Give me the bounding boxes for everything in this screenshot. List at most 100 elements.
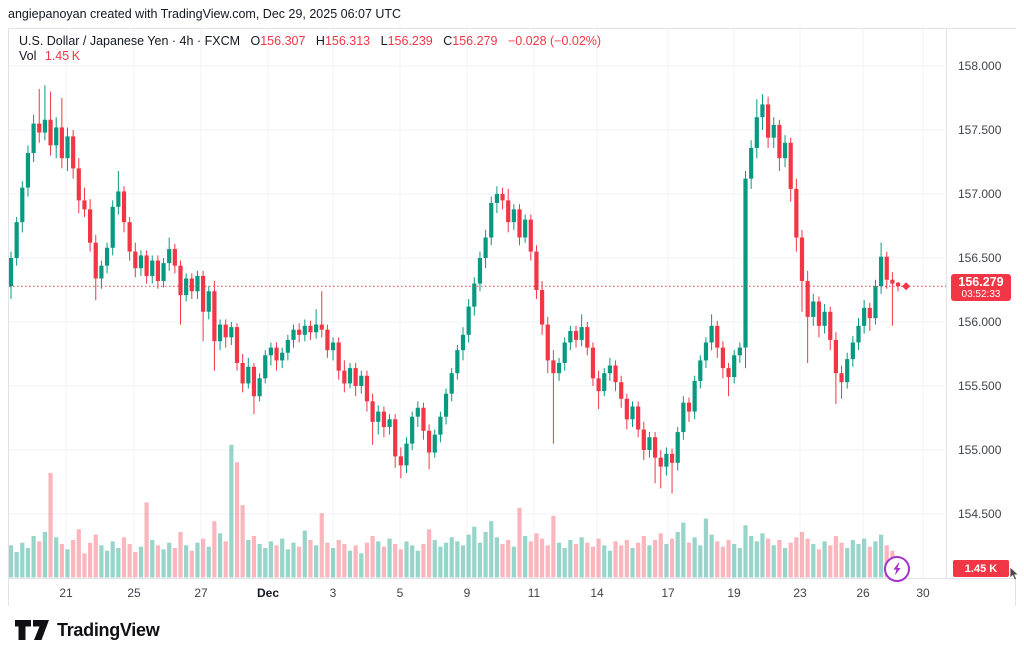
volume-bar: [54, 537, 59, 578]
candle-body: [398, 456, 403, 466]
candle-body: [325, 329, 330, 351]
tradingview-logo[interactable]: TradingView: [15, 619, 160, 641]
volume-bar: [370, 535, 375, 578]
candlestick-plot[interactable]: [9, 29, 946, 578]
candle-body: [698, 360, 703, 381]
volume-bar: [172, 548, 177, 578]
last-price-badge[interactable]: 156.279 03:52:33: [951, 274, 1011, 301]
time-tick-label: 11: [527, 586, 541, 600]
candle-body: [602, 373, 607, 392]
candle-body: [251, 366, 257, 397]
volume-bar: [438, 546, 443, 578]
candle-body: [330, 342, 336, 351]
volume-bar: [138, 546, 144, 578]
interval-label[interactable]: 4h: [179, 34, 194, 48]
legend-volume-row: Vol 1.45 K: [19, 49, 601, 64]
volume-bar: [766, 538, 771, 578]
candle-body: [268, 347, 273, 356]
candle-body: [14, 222, 19, 258]
candle-body: [737, 347, 742, 356]
volume-bar: [223, 541, 228, 578]
candle-body: [653, 437, 658, 458]
volume-bar: [280, 538, 285, 578]
candle-body: [104, 247, 110, 266]
candle-body: [376, 411, 381, 422]
volume-bar: [839, 542, 844, 578]
volume-bar: [698, 545, 703, 578]
volume-bar: [726, 539, 731, 578]
volume-bar: [347, 550, 353, 578]
volume-bar: [133, 552, 138, 578]
volume-bar: [675, 531, 680, 578]
volume-bar: [879, 534, 884, 578]
volume-bar: [568, 539, 573, 578]
candle-body: [246, 366, 251, 384]
candle-body: [681, 402, 686, 433]
symbol-title[interactable]: U.S. Dollar / Japanese Yen: [19, 34, 169, 48]
candle-body: [692, 380, 697, 412]
tradingview-logo-text: TradingView: [57, 619, 160, 640]
candle-body: [686, 402, 692, 412]
candle-body: [777, 124, 782, 159]
volume-bar: [229, 444, 234, 578]
candle-body: [472, 283, 477, 307]
time-scale[interactable]: 21 25 27 Dec 3 5 9 11 14 17 19 23 26 30: [9, 578, 1015, 606]
volume-bar: [873, 541, 878, 578]
candle-body: [178, 265, 183, 296]
chart-container[interactable]: U.S. Dollar / Japanese Yen · 4h · FXCM O…: [8, 28, 1020, 606]
volume-bar: [573, 544, 579, 578]
candle-body: [93, 242, 98, 279]
volume-bar: [184, 545, 189, 578]
price-scale[interactable]: 156.279 03:52:33 1.45 K 158.000 157.500 15…: [946, 29, 1016, 578]
volume-bar: [31, 535, 36, 578]
time-tick-label: 17: [661, 586, 675, 600]
price-tick-label: 157.500: [958, 123, 1002, 137]
candle-body: [240, 362, 245, 384]
volume-bar: [110, 541, 115, 578]
time-tick-label: 9: [463, 586, 471, 600]
candle-body: [726, 368, 731, 378]
volume-bar: [630, 548, 635, 578]
candle-body: [782, 142, 788, 159]
chart-legend: U.S. Dollar / Japanese Yen · 4h · FXCM O…: [19, 34, 601, 64]
volume-bar: [737, 548, 742, 578]
candle-body: [161, 263, 166, 282]
volume-bar: [432, 539, 437, 578]
candle-body: [460, 334, 466, 351]
candle-body: [856, 325, 861, 343]
volume-bar: [240, 505, 245, 578]
candle-body: [257, 378, 262, 397]
candle-body: [110, 206, 115, 248]
time-tick-label: 14: [590, 586, 604, 600]
candle-body: [788, 142, 793, 189]
candle-body: [342, 370, 347, 384]
candle-body: [833, 339, 838, 374]
volume-bar: [274, 545, 279, 578]
volume-bar: [76, 529, 81, 578]
volume-bar: [336, 539, 341, 578]
candle-body: [607, 365, 612, 374]
volume-label: Vol: [19, 49, 37, 63]
quick-trade-button[interactable]: [884, 556, 910, 582]
volume-bar: [330, 548, 336, 578]
candle-body: [799, 237, 805, 282]
volume-bar: [828, 545, 833, 578]
volume-bar: [477, 542, 483, 578]
candle-body: [427, 430, 432, 453]
candle-body: [455, 350, 460, 374]
candle-body: [771, 124, 776, 138]
volume-bar: [268, 541, 273, 578]
volume-bar: [602, 545, 607, 578]
tradingview-logo-icon: [15, 620, 49, 640]
volume-bar: [500, 544, 505, 578]
candle-body: [720, 347, 725, 369]
candle-body: [20, 187, 25, 223]
candle-body: [217, 324, 223, 342]
volume-bar: [127, 544, 132, 578]
candle-body: [675, 432, 680, 463]
candle-body: [410, 416, 415, 444]
volume-bar: [99, 545, 104, 578]
volume-bar: [613, 541, 618, 578]
volume-bar: [483, 531, 488, 578]
